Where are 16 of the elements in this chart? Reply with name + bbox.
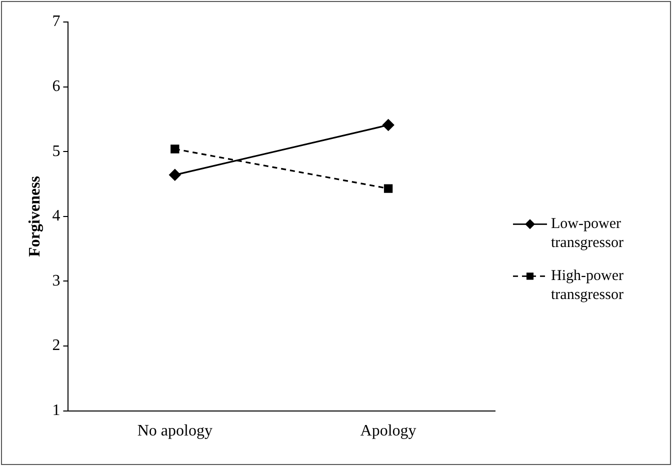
y-tick-label: 7 (52, 13, 60, 30)
y-axis-title: Forgiveness (26, 176, 44, 257)
point (384, 184, 393, 193)
y-tick-label: 5 (52, 142, 60, 160)
y-tick-label: 6 (52, 78, 60, 96)
x-tick-label: No apology (137, 422, 212, 440)
y-tick-label: 1 (52, 402, 60, 420)
legend-label: Low-power transgressor (551, 216, 624, 252)
y-tick-label: 4 (52, 208, 60, 225)
point (169, 169, 181, 181)
point (382, 119, 394, 131)
x-tick-label: Apology (360, 422, 416, 440)
y-tick-label: 3 (52, 272, 60, 290)
y-tick-label: 2 (52, 337, 60, 354)
point (170, 144, 180, 154)
legend-label: High-power transgressor (551, 268, 624, 304)
